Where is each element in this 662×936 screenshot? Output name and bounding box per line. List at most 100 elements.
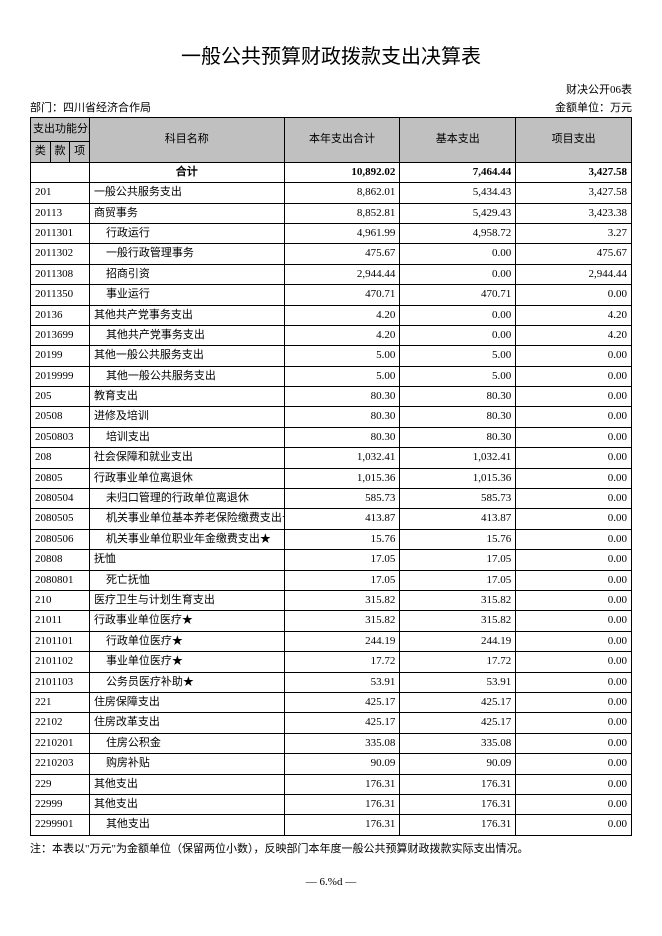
cell-total: 90.09	[284, 754, 400, 774]
th-kuan: 款	[51, 142, 71, 161]
cell-basic: 176.31	[400, 815, 516, 835]
cell-basic: 0.00	[400, 305, 516, 325]
cell-total: 176.31	[284, 774, 400, 794]
dept-label: 部门：	[30, 102, 63, 114]
cell-name: 其他支出	[89, 774, 284, 794]
cell-total: 315.82	[284, 611, 400, 631]
th-subject: 科目名称	[89, 118, 284, 163]
cell-basic: 315.82	[400, 611, 516, 631]
cell-project: 0.00	[516, 590, 632, 610]
cell-total: 8,852.81	[284, 203, 400, 223]
th-xiang: 项	[70, 142, 89, 161]
cell-total: 4.20	[284, 305, 400, 325]
cell-code: 22999	[31, 794, 90, 814]
cell-name: 行政运行	[89, 223, 284, 243]
cell-total: 5.00	[284, 346, 400, 366]
cell-name: 一般行政管理事务	[89, 244, 284, 264]
cell-code: 2299901	[31, 815, 90, 835]
cell-total: 1,015.36	[284, 468, 400, 488]
cell-code: 2210203	[31, 754, 90, 774]
page-title: 一般公共预算财政拨款支出决算表	[30, 40, 632, 69]
cell-total: 8,862.01	[284, 183, 400, 203]
cell-code: 2011301	[31, 223, 90, 243]
cell-project: 0.00	[516, 774, 632, 794]
table-row: 2101101行政单位医疗★244.19244.190.00	[31, 631, 632, 651]
cell-code: 2080505	[31, 509, 90, 529]
table-row: 20808抚恤17.0517.050.00	[31, 550, 632, 570]
cell-code: 2080506	[31, 529, 90, 549]
cell-name: 招商引资	[89, 264, 284, 284]
cell-name: 住房保障支出	[89, 692, 284, 712]
cell-name: 其他支出	[89, 815, 284, 835]
cell-total: 475.67	[284, 244, 400, 264]
cell-project: 0.00	[516, 468, 632, 488]
table-row: 2101102事业单位医疗★17.7217.720.00	[31, 652, 632, 672]
cell-project: 0.00	[516, 285, 632, 305]
cell-project: 0.00	[516, 387, 632, 407]
cell-basic: 176.31	[400, 794, 516, 814]
cell-basic: 585.73	[400, 489, 516, 509]
cell-code: 205	[31, 387, 90, 407]
cell-code: 20805	[31, 468, 90, 488]
table-row: 2050803培训支出80.3080.300.00	[31, 427, 632, 447]
cell-code: 2050803	[31, 427, 90, 447]
cell-code: 20508	[31, 407, 90, 427]
cell-name: 死亡抚恤	[89, 570, 284, 590]
table-row: 2011302一般行政管理事务475.670.00475.67	[31, 244, 632, 264]
cell-total: 425.17	[284, 692, 400, 712]
cell-name: 事业运行	[89, 285, 284, 305]
cell-code: 2080801	[31, 570, 90, 590]
cell-name: 行政单位医疗★	[89, 631, 284, 651]
cell-total: 17.72	[284, 652, 400, 672]
cell-basic: 425.17	[400, 692, 516, 712]
cell-total: 413.87	[284, 509, 400, 529]
cell-total: 4.20	[284, 325, 400, 345]
table-row: 20805行政事业单位离退休1,015.361,015.360.00	[31, 468, 632, 488]
cell-project: 0.00	[516, 346, 632, 366]
form-code: 财决公开06表	[566, 81, 632, 97]
cell-total: 15.76	[284, 529, 400, 549]
cell-name: 住房公积金	[89, 733, 284, 753]
cell-code: 20136	[31, 305, 90, 325]
cell-total: 4,961.99	[284, 223, 400, 243]
cell-basic: 244.19	[400, 631, 516, 651]
cell-basic: 315.82	[400, 590, 516, 610]
cell-name: 事业单位医疗★	[89, 652, 284, 672]
table-row: 205教育支出80.3080.300.00	[31, 387, 632, 407]
cell-project: 0.00	[516, 611, 632, 631]
cell-total: 80.30	[284, 407, 400, 427]
cell-basic: 470.71	[400, 285, 516, 305]
th-project: 项目支出	[516, 118, 632, 163]
footnote: 注：本表以"万元"为金额单位（保留两位小数），反映部门本年度一般公共预算财政拨款…	[30, 840, 632, 856]
cell-code: 2080504	[31, 489, 90, 509]
cell-name: 社会保障和就业支出	[89, 448, 284, 468]
cell-basic: 425.17	[400, 713, 516, 733]
cell-total: 470.71	[284, 285, 400, 305]
cell-total: 53.91	[284, 672, 400, 692]
cell-total: 425.17	[284, 713, 400, 733]
cell-name: 其他一般公共服务支出	[89, 346, 284, 366]
cell-basic: 5.00	[400, 366, 516, 386]
table-row: 221住房保障支出425.17425.170.00	[31, 692, 632, 712]
table-row: 21011行政事业单位医疗★315.82315.820.00	[31, 611, 632, 631]
unit-label: 金额单位：万元	[555, 99, 632, 115]
cell-basic: 15.76	[400, 529, 516, 549]
cell-project: 0.00	[516, 631, 632, 651]
cell-basic: 80.30	[400, 407, 516, 427]
table-row: 2210201住房公积金335.08335.080.00	[31, 733, 632, 753]
cell-code: 221	[31, 692, 90, 712]
cell-name: 其他共产党事务支出	[89, 325, 284, 345]
table-row: 2011301行政运行4,961.994,958.723.27	[31, 223, 632, 243]
cell-name: 其他支出	[89, 794, 284, 814]
th-total: 本年支出合计	[284, 118, 400, 163]
cell-name: 进修及培训	[89, 407, 284, 427]
cell-project: 0.00	[516, 815, 632, 835]
cell-total: 80.30	[284, 387, 400, 407]
cell-name: 购房补贴	[89, 754, 284, 774]
cell-total: 176.31	[284, 794, 400, 814]
cell-project: 0.00	[516, 427, 632, 447]
table-row: 20199其他一般公共服务支出5.005.000.00	[31, 346, 632, 366]
cell-project: 0.00	[516, 550, 632, 570]
table-row: 20508进修及培训80.3080.300.00	[31, 407, 632, 427]
cell-name: 未归口管理的行政单位离退休	[89, 489, 284, 509]
